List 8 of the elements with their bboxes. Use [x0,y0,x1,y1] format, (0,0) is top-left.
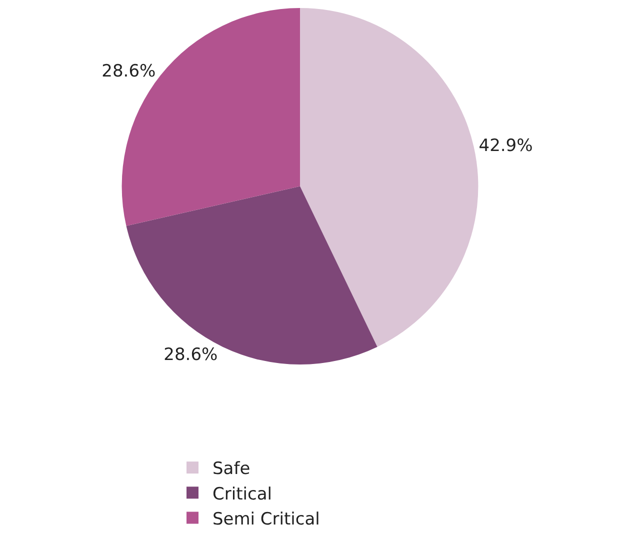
data-label: 28.6% [102,61,156,82]
data-label: 42.9% [478,136,533,156]
data-label: 28.6% [164,344,218,365]
legend-label: Safe [212,459,250,480]
pie-slice [126,186,378,364]
legend-label: Critical [212,484,272,504]
pie-slice [300,8,478,347]
legend-label: Semi Critical [212,509,320,530]
